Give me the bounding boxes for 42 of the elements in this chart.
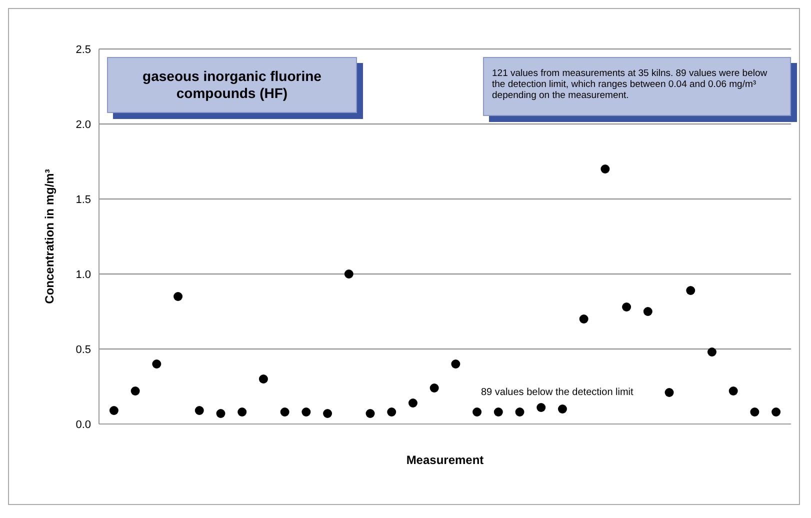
point: [472, 408, 482, 416]
point: [323, 409, 332, 418]
point: [194, 406, 204, 415]
point: [558, 404, 567, 414]
point: [366, 409, 375, 418]
point: [280, 408, 290, 416]
point: [109, 406, 118, 415]
point: [622, 302, 632, 312]
y-tick-label: 1.0: [76, 268, 91, 281]
y-tick-label: 0.0: [76, 418, 91, 431]
y-tick-label: 1.5: [76, 194, 91, 206]
point: [216, 409, 226, 418]
y-tick-label: 2.0: [76, 118, 91, 131]
point: [515, 408, 524, 416]
y-tick-label: 2.5: [76, 44, 91, 56]
point: [579, 314, 588, 324]
annotation: 89 values below the detection limit: [481, 387, 634, 398]
point: [387, 408, 396, 416]
point: [302, 408, 311, 416]
point: [600, 164, 610, 174]
point: [728, 386, 738, 396]
annotation: 121 values from measurements at 35 kilns. 89 values were below the detection limit, which ranges between 0.04 and 0.06 mg/m³ depending on the measurement.: [492, 68, 768, 101]
x-axis-title: Measurement: [406, 453, 484, 467]
point: [430, 384, 439, 392]
point: [536, 403, 546, 412]
point: [130, 386, 140, 396]
point: [750, 408, 760, 416]
point: [258, 374, 268, 384]
point: [152, 360, 162, 368]
point: [664, 388, 674, 397]
y-axis-title: Concentration in mg/m³: [42, 169, 56, 304]
point: [494, 408, 503, 416]
point: [451, 360, 460, 368]
y-tick-label: 0.5: [76, 344, 91, 356]
point: [643, 307, 652, 316]
point: [707, 348, 716, 356]
point: [408, 398, 418, 408]
point: [772, 408, 781, 416]
point: [238, 408, 247, 416]
point: [344, 270, 354, 278]
point: [686, 286, 696, 295]
point: [174, 292, 183, 301]
